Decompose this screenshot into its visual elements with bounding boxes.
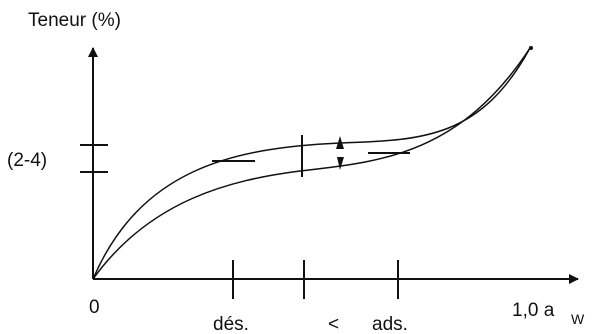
x-label-comparison: < (328, 314, 339, 334)
x-end-subscript: W (571, 311, 585, 327)
x-origin-label: 0 (89, 297, 100, 318)
x-end-label: 1,0 a (512, 300, 555, 321)
adsorption-curve (92, 47, 531, 280)
curve-end-point (529, 46, 533, 50)
down-arrow-icon (337, 157, 344, 170)
x-label-adsorption: ads. (372, 314, 408, 334)
y-axis-label: Teneur (%) (28, 10, 121, 31)
y-range-label: (2-4) (7, 150, 47, 171)
desorption-curve (92, 47, 531, 280)
up-arrow-icon (336, 136, 344, 149)
x-label-desorption: dés. (213, 314, 249, 334)
